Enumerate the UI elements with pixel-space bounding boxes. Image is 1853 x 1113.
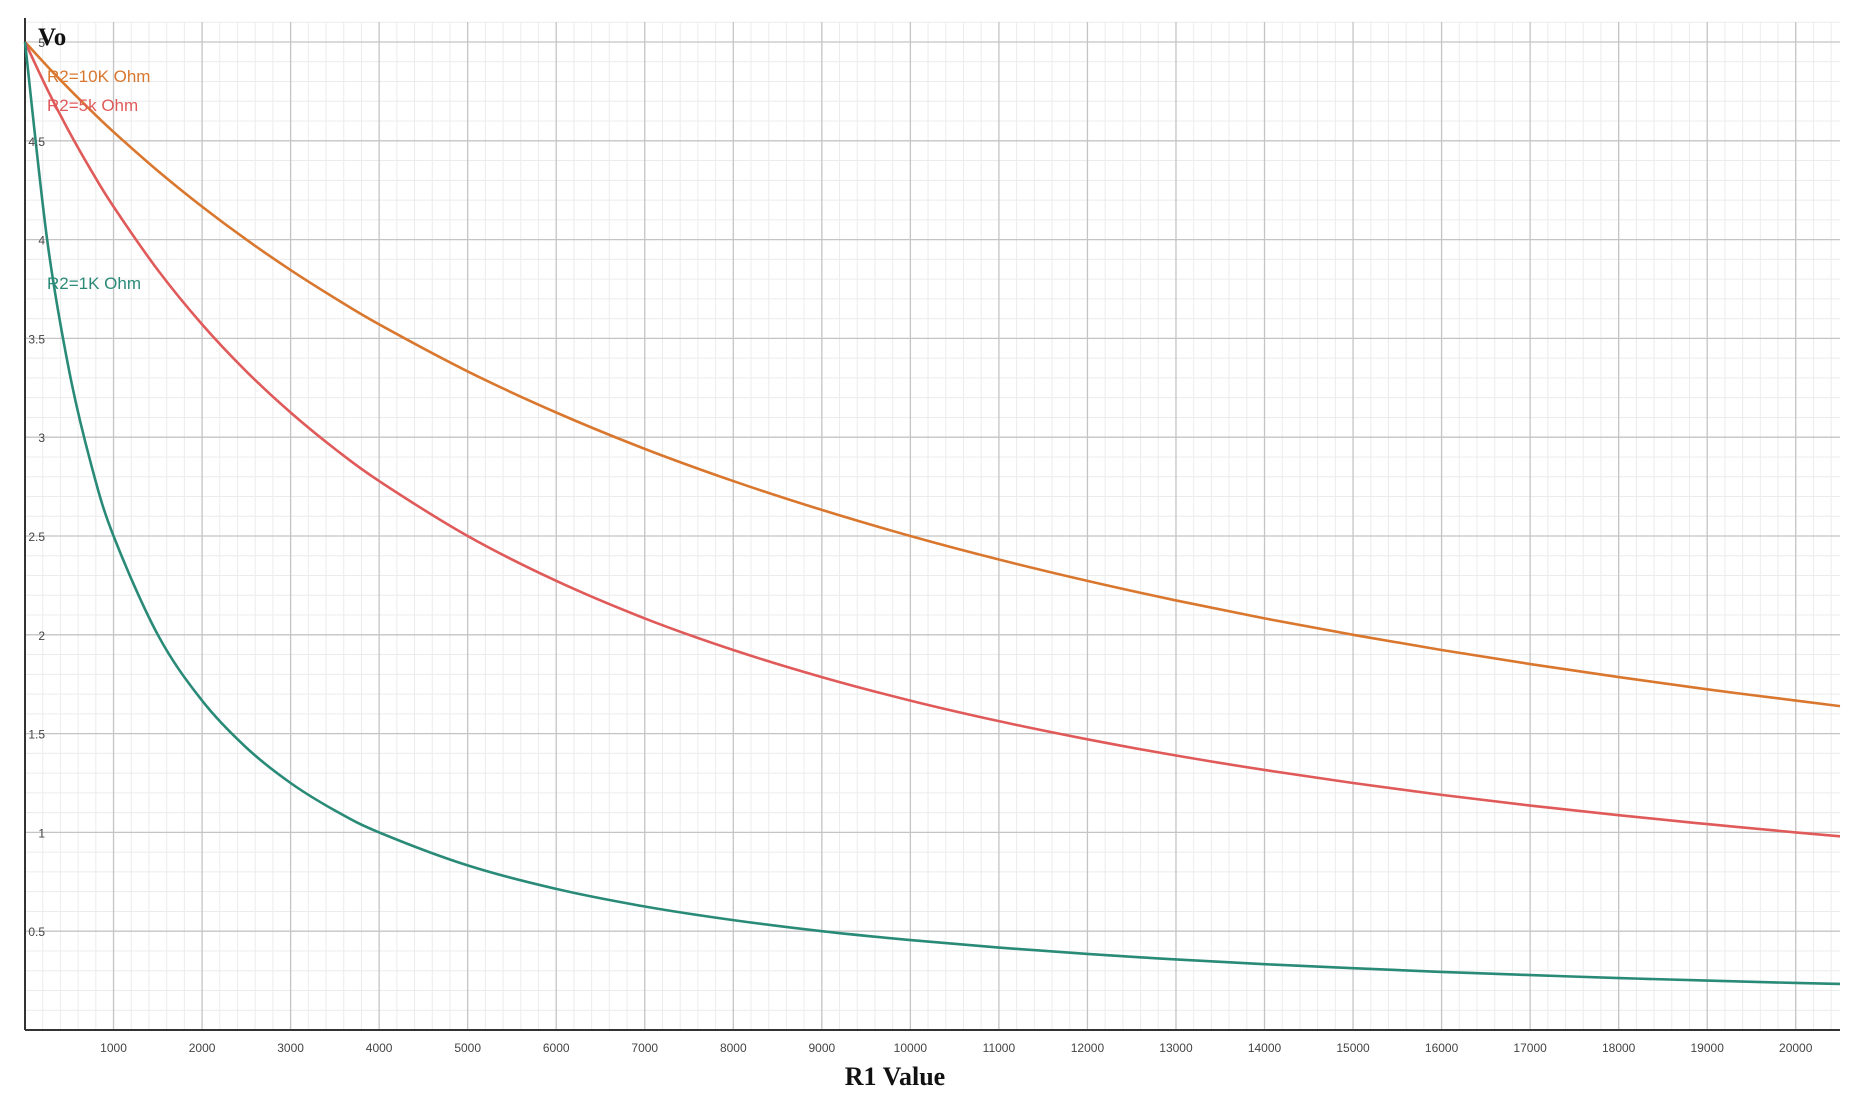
y-tick-label: 1: [38, 826, 45, 840]
x-tick-label: 3000: [277, 1041, 304, 1055]
y-tick-label: 4.5: [28, 135, 45, 149]
x-tick-label: 6000: [543, 1041, 570, 1055]
x-tick-label: 14000: [1248, 1041, 1282, 1055]
x-axis-title: R1 Value: [845, 1062, 945, 1091]
series-layer: [23, 41, 1841, 986]
x-tick-label: 11000: [983, 1041, 1016, 1055]
axes: [24, 18, 1840, 1031]
tick-labels: 1000 2000 3000 4000 5000 6000 7000 8000 9000 1000…: [28, 36, 1812, 1055]
x-tick-label: 13000: [1159, 1041, 1193, 1055]
series-label-3: R2=1K Ohm: [47, 274, 141, 293]
y-tick-label: 2.5: [28, 530, 45, 544]
minor-grid: [25, 21, 1840, 1030]
series-label-1: R2=10K Ohm: [47, 67, 150, 86]
x-tick-label: 10000: [894, 1041, 928, 1055]
y-tick-label: 4: [38, 234, 45, 248]
y-tick-label: 1.5: [28, 728, 45, 742]
x-tick-label: 12000: [1071, 1041, 1105, 1055]
x-tick-label: 15000: [1336, 1041, 1370, 1055]
y-tick-label: 5: [38, 36, 45, 50]
x-tick-label: 18000: [1602, 1041, 1636, 1055]
series-labels: R2=10K Ohm R2=5k Ohm R2=1K Ohm: [47, 67, 150, 293]
x-tick-label: 20000: [1779, 1041, 1813, 1055]
x-tick-label: 19000: [1691, 1041, 1725, 1055]
y-tick-label: 3.5: [28, 332, 45, 346]
x-tick-label: 17000: [1513, 1041, 1547, 1055]
series-line-1: [24, 41, 1841, 708]
x-tick-label: 7000: [631, 1041, 658, 1055]
x-tick-label: 1000: [100, 1041, 127, 1055]
y-tick-label: 0.5: [28, 925, 45, 939]
x-tick-label: 4000: [366, 1041, 393, 1055]
x-tick-label: 8000: [720, 1041, 747, 1055]
x-tick-label: 5000: [454, 1041, 481, 1055]
y-axis-title: Vo: [38, 24, 66, 51]
series-line-2: [23, 41, 1841, 838]
series-line-3: [23, 41, 1841, 986]
series-label-2: R2=5k Ohm: [47, 96, 138, 115]
x-tick-label: 9000: [808, 1041, 835, 1055]
x-tick-label: 2000: [189, 1041, 216, 1055]
x-tick-label: 16000: [1425, 1041, 1459, 1055]
y-tick-label: 3: [38, 431, 45, 445]
y-tick-label: 2: [38, 629, 45, 643]
major-grid: [25, 22, 1840, 1030]
